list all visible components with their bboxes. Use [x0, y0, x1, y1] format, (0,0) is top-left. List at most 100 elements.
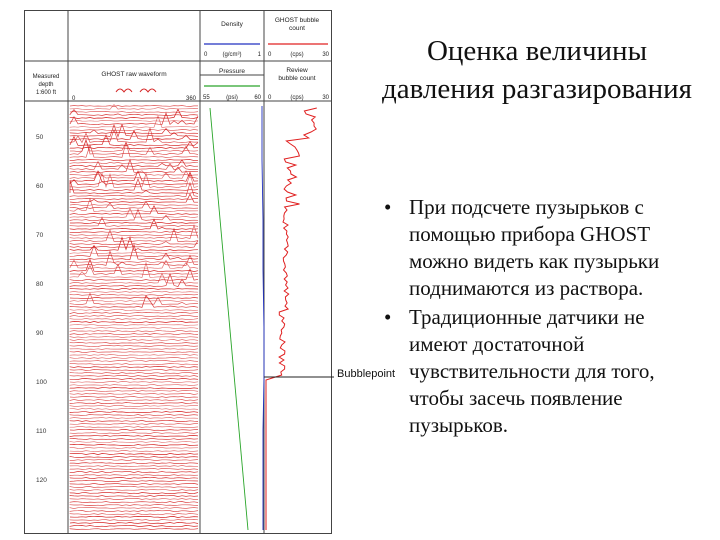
waveform-trace	[69, 455, 199, 458]
waveform-scale-min: 0	[72, 96, 76, 102]
waveform-trace	[69, 177, 199, 191]
waveform-trace	[69, 471, 199, 473]
bullet-item: • При подсчете пузырьков с помощью прибо…	[376, 194, 706, 302]
waveform-trace	[69, 498, 198, 500]
waveform-trace	[69, 363, 198, 365]
waveform-trace	[69, 438, 199, 440]
pressure-scale-max: 60	[254, 95, 261, 101]
waveform-trace	[69, 181, 199, 197]
waveform-trace	[69, 105, 198, 107]
waveform-trace	[69, 200, 199, 209]
bullet-text: При подсчете пузырьков с помощью прибора…	[409, 195, 660, 300]
bullet-item: • Традиционные датчики не имеют достаточ…	[376, 304, 706, 439]
waveform-trace	[70, 222, 199, 224]
bullet-glyph: •	[384, 305, 392, 329]
waveform-trace	[69, 381, 199, 383]
waveform-trace	[69, 198, 198, 200]
waveform-trace	[69, 432, 199, 434]
density-scale-min: 0	[204, 52, 208, 58]
waveform-trace	[69, 297, 199, 299]
waveform-trace	[69, 387, 199, 389]
waveform-trace	[69, 327, 199, 329]
waveform-trace	[69, 468, 199, 470]
waveform-trace	[69, 399, 199, 401]
waveform-trace	[69, 109, 199, 116]
waveform-trace	[69, 261, 199, 278]
waveform-trace	[69, 236, 199, 251]
waveform-trace	[69, 170, 199, 179]
waveform-trace	[69, 294, 199, 296]
waveform-trace	[69, 294, 199, 308]
waveform-trace	[69, 224, 199, 240]
depth-label: 60	[36, 183, 44, 190]
waveform-trace	[69, 405, 199, 407]
waveform-trace	[69, 435, 199, 438]
waveform-trace	[69, 345, 199, 347]
waveform-trace	[69, 429, 199, 431]
review-scale-unit: (cps)	[290, 95, 303, 101]
waveform-trace	[69, 267, 199, 281]
depth-labels: 50 60 70 80 90 100 110 120	[36, 134, 47, 484]
waveform-trace	[69, 127, 199, 134]
review-scale-min: 0	[268, 95, 272, 101]
waveform-trace	[69, 348, 199, 350]
review-scale-max: 30	[322, 95, 329, 101]
waveform-trace	[69, 495, 199, 497]
bubblepoint-label: Bubblepoint	[337, 368, 396, 380]
waveform-trace	[69, 516, 199, 518]
waveform-trace	[69, 393, 199, 395]
waveform-trace	[69, 300, 199, 302]
waveform-trace	[69, 129, 199, 131]
waveform-trace	[69, 127, 198, 144]
bullet-glyph: •	[384, 195, 392, 219]
waveform-trace	[69, 252, 199, 254]
waveform-trace	[69, 243, 199, 260]
waveform-trace	[69, 272, 199, 288]
waveform-trace	[69, 179, 199, 185]
waveform-trace	[69, 396, 199, 398]
density-header: Density	[221, 21, 243, 28]
waveform-trace	[69, 402, 199, 404]
waveform-trace	[69, 204, 199, 206]
waveform-trace	[69, 103, 199, 110]
waveform-trace	[69, 483, 199, 485]
waveform-trace	[69, 342, 199, 344]
waveform-trace	[69, 513, 199, 515]
waveform-trace	[69, 492, 199, 494]
waveform-trace	[69, 378, 199, 380]
waveform-trace	[69, 447, 199, 449]
depth-label: 110	[36, 428, 47, 435]
waveform-trace	[69, 444, 199, 446]
bubble-scale-min: 0	[268, 52, 272, 58]
waveform-trace	[69, 489, 199, 491]
waveform-trace	[69, 263, 199, 275]
waveform-trace	[69, 216, 199, 227]
density-curve	[261, 106, 265, 530]
well-log-figure: Measured depth 1:600 ft GHOST raw waveform…	[24, 10, 334, 535]
waveform-trace	[69, 510, 199, 512]
waveform-trace	[69, 193, 199, 203]
depth-label: 70	[36, 232, 44, 239]
waveform-trace	[69, 462, 199, 464]
slide-title: Оценка величины давления разгазирования	[381, 35, 693, 105]
waveform-trace	[69, 171, 199, 189]
waveform-trace	[69, 129, 199, 140]
waveform-trace	[69, 426, 199, 428]
waveform-trace	[69, 240, 199, 248]
waveform-trace	[69, 504, 199, 506]
waveform-trace	[69, 205, 199, 215]
waveform-trace	[69, 486, 199, 488]
review-header: Review bubble count	[278, 67, 315, 82]
waveform-trace	[69, 258, 199, 272]
waveform-trace	[69, 218, 199, 230]
waveform-trace	[69, 333, 199, 335]
waveform-trace	[69, 501, 199, 503]
pressure-scale-unit: (psi)	[226, 95, 238, 101]
waveform-trace	[69, 288, 199, 290]
waveform-header: GHOST raw waveform	[101, 71, 166, 78]
waveform-trace	[69, 260, 199, 263]
waveform-trace	[69, 108, 199, 119]
bubble-header: GHOST bubble count	[275, 17, 320, 32]
ghost-waveform	[69, 103, 199, 530]
waveform-trace	[69, 170, 199, 182]
